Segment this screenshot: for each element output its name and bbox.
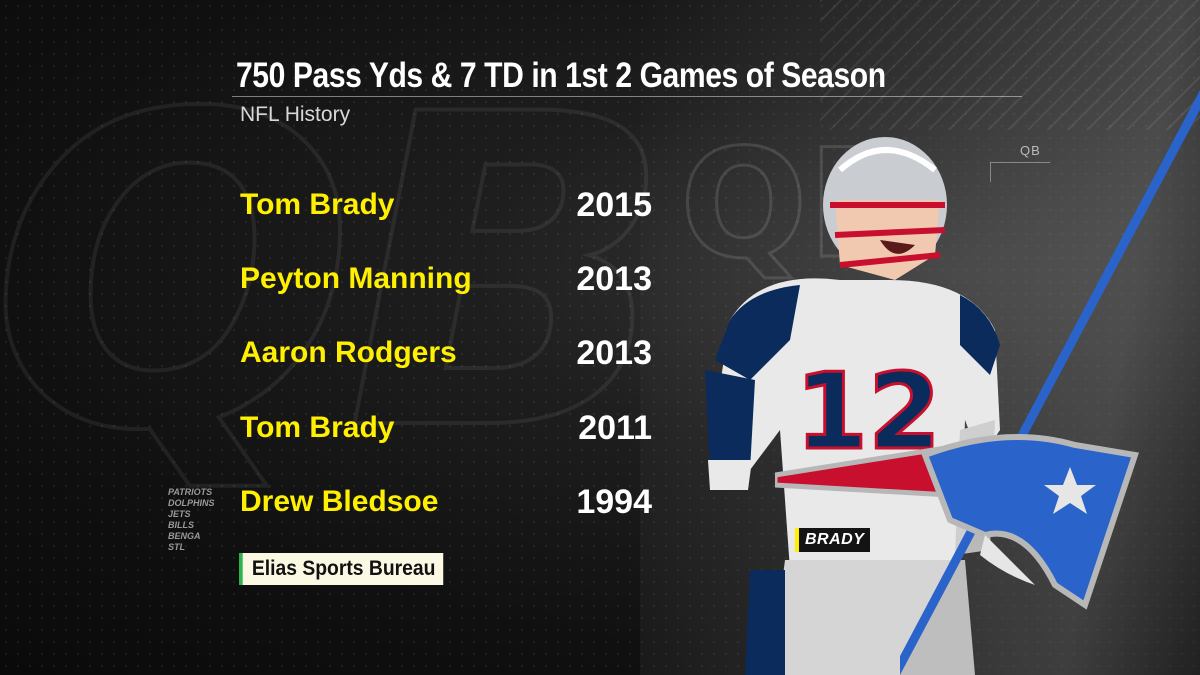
source-credit: Elias Sports Bureau xyxy=(239,553,443,585)
qb-label-line xyxy=(990,162,1050,163)
team-list-item: STL xyxy=(168,542,185,552)
row-player-name: Peyton Manning xyxy=(240,262,472,295)
row-player-name: Drew Bledsoe xyxy=(240,485,439,518)
team-list-item: BENGA xyxy=(168,531,201,541)
team-list-item: JETS xyxy=(168,509,191,519)
graphic-title: 750 Pass Yds & 7 TD in 1st 2 Games of Se… xyxy=(236,56,886,95)
team-list: PATRIOTS DOLPHINS JETS BILLS BENGA STL xyxy=(168,487,215,553)
diagonal-stripes xyxy=(820,0,1200,130)
row-season-year: 1994 xyxy=(576,483,652,521)
row-player-name: Tom Brady xyxy=(240,188,395,221)
graphic-subtitle: NFL History xyxy=(240,103,351,126)
row-season-year: 2011 xyxy=(578,409,652,447)
row-player-name: Tom Brady xyxy=(240,411,395,444)
team-list-item: DOLPHINS xyxy=(168,498,215,508)
player-name-tag: BRADY xyxy=(795,528,871,552)
team-list-item: BILLS xyxy=(168,520,194,530)
title-underline xyxy=(232,96,1022,97)
background-qb-letters: QB xyxy=(0,25,675,525)
row-season-year: 2013 xyxy=(576,334,652,372)
row-season-year: 2013 xyxy=(576,260,652,298)
patriots-logo-icon xyxy=(775,434,1139,610)
qb-label-tick xyxy=(990,162,991,182)
row-player-name: Aaron Rodgers xyxy=(240,336,457,369)
qb-side-label: QB xyxy=(1020,143,1041,158)
row-season-year: 2015 xyxy=(576,186,652,224)
team-list-item: PATRIOTS xyxy=(168,487,213,497)
